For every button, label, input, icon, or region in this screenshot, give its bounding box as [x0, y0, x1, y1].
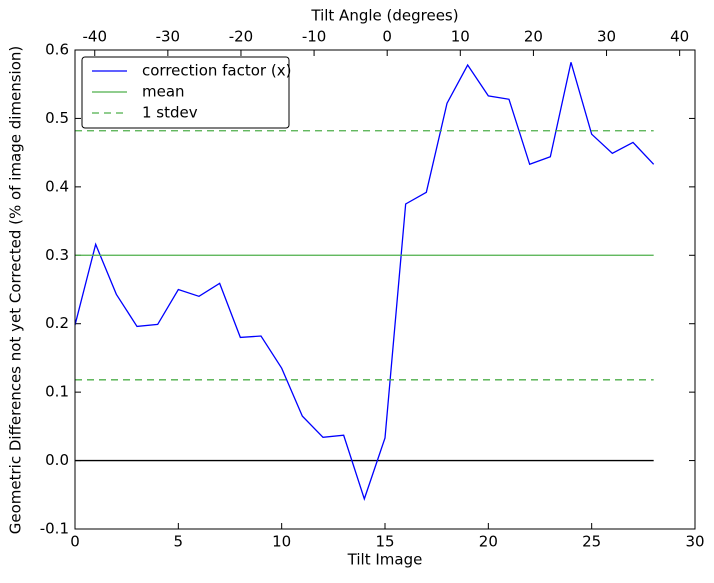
- y-tick-label: 0.3: [45, 246, 69, 264]
- x-tick-label: 20: [479, 533, 498, 551]
- legend-box: [81, 56, 290, 129]
- legend-label: mean: [142, 83, 185, 101]
- x2-tick-label: 10: [451, 28, 470, 46]
- x2-tick-label: 40: [670, 28, 689, 46]
- x2-tick-label: 20: [524, 28, 543, 46]
- y-tick-label: 0.5: [45, 109, 69, 127]
- x2-axis-label: Tilt Angle (degrees): [310, 7, 458, 25]
- legend-label: correction factor (x): [142, 62, 291, 80]
- y-tick-label: -0.1: [40, 520, 69, 538]
- plot-frame: [74, 49, 696, 530]
- y-tick-label: 0.1: [45, 383, 69, 401]
- x2-tick-label: -30: [156, 28, 181, 46]
- y-tick-label: 0.6: [45, 41, 69, 59]
- legend-label: 1 stdev: [142, 104, 198, 122]
- y-tick-label: 0.0: [45, 451, 69, 469]
- x-tick-label: 5: [174, 533, 184, 551]
- x-tick-label: 0: [70, 533, 80, 551]
- x2-tick-label: 0: [382, 28, 392, 46]
- x2-tick-label: -20: [229, 28, 254, 46]
- y-tick-label: 0.4: [45, 177, 69, 195]
- x2-tick-label: -10: [302, 28, 327, 46]
- y-axis-label: Geometric Differences not yet Corrected …: [7, 46, 25, 535]
- x-tick-label: 10: [272, 533, 291, 551]
- x-tick-label: 15: [375, 533, 394, 551]
- x-tick-label: 25: [582, 533, 601, 551]
- x2-tick-label: 30: [597, 28, 616, 46]
- x-axis-label: Tilt Image: [347, 551, 423, 569]
- series-line: [74, 62, 655, 501]
- y-tick-label: 0.2: [45, 314, 69, 332]
- x-tick-label: 30: [685, 533, 704, 551]
- x2-tick-label: -40: [82, 28, 107, 46]
